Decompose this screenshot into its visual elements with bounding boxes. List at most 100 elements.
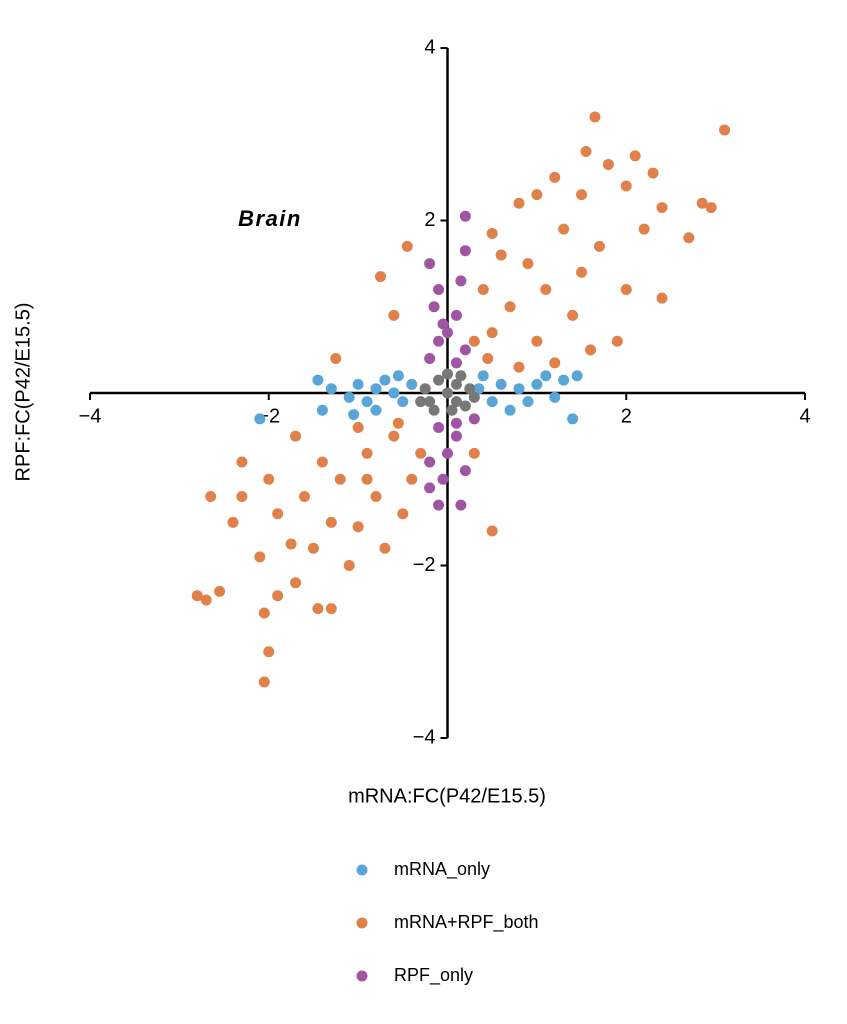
- point: [299, 491, 310, 502]
- point: [290, 430, 302, 442]
- point: [352, 521, 364, 533]
- point: [330, 353, 342, 364]
- point: [455, 499, 467, 511]
- point: [602, 158, 614, 170]
- point: [370, 383, 382, 395]
- point: [254, 413, 266, 425]
- x-axis-label: mRNA:FC(P42/E15.5): [348, 785, 546, 807]
- point: [477, 284, 489, 295]
- point: [343, 560, 355, 571]
- point: [352, 378, 364, 390]
- x-tick-label: 2: [621, 405, 632, 427]
- point: [433, 422, 445, 433]
- point: [379, 374, 391, 386]
- point: [638, 223, 650, 235]
- point: [428, 404, 440, 416]
- point: [263, 646, 275, 658]
- point: [513, 383, 525, 395]
- legend-label: mRNA_only: [394, 859, 490, 880]
- point: [312, 374, 324, 386]
- y-tick-label: −4: [413, 726, 436, 748]
- point: [388, 387, 400, 399]
- point: [388, 430, 400, 442]
- point: [585, 344, 596, 356]
- point: [620, 284, 632, 295]
- point: [406, 473, 418, 485]
- point: [593, 240, 605, 252]
- point: [361, 473, 373, 485]
- point: [325, 603, 337, 615]
- point: [227, 516, 239, 528]
- point: [656, 202, 668, 214]
- point: [442, 387, 453, 399]
- point: [290, 577, 302, 589]
- point: [459, 400, 471, 412]
- point: [325, 383, 337, 395]
- point: [468, 447, 480, 459]
- point: [214, 585, 226, 597]
- point: [629, 150, 641, 162]
- point: [567, 413, 579, 425]
- annotation: Brain: [238, 206, 302, 231]
- point: [200, 594, 212, 606]
- point: [611, 335, 623, 347]
- point: [415, 447, 427, 459]
- point: [401, 240, 413, 252]
- point: [486, 396, 498, 408]
- point: [379, 542, 391, 554]
- legend-marker: [356, 864, 368, 876]
- point: [312, 603, 324, 615]
- point: [495, 378, 507, 390]
- point: [424, 396, 436, 408]
- point: [486, 327, 498, 339]
- point: [531, 378, 543, 390]
- point: [719, 124, 731, 136]
- point: [374, 271, 386, 283]
- point: [263, 473, 275, 485]
- point: [424, 456, 436, 468]
- point: [558, 374, 570, 386]
- y-tick-label: −2: [413, 554, 436, 576]
- point: [567, 309, 579, 321]
- point: [477, 370, 489, 382]
- point: [428, 301, 440, 313]
- point: [486, 525, 498, 537]
- point: [696, 197, 708, 209]
- legend-marker: [356, 970, 368, 982]
- point: [258, 676, 270, 688]
- point: [442, 447, 453, 459]
- point: [272, 590, 284, 602]
- point: [576, 189, 588, 201]
- point: [307, 542, 319, 554]
- point: [424, 258, 436, 270]
- point: [442, 368, 453, 380]
- point: [504, 404, 516, 416]
- point: [450, 309, 462, 321]
- point: [254, 551, 266, 563]
- point: [540, 284, 552, 295]
- point: [205, 491, 217, 502]
- point: [513, 361, 525, 373]
- point: [455, 370, 467, 382]
- y-tick-label: 4: [424, 36, 435, 58]
- y-axis-label: RPF:FC(P42/E15.5): [12, 303, 34, 482]
- point: [446, 404, 458, 416]
- x-tick-label: 4: [799, 405, 810, 427]
- point: [316, 456, 328, 468]
- point: [392, 370, 404, 382]
- point: [433, 499, 445, 511]
- point: [495, 249, 507, 261]
- point: [656, 292, 668, 304]
- legend-marker: [356, 917, 368, 929]
- point: [370, 491, 382, 502]
- point: [424, 482, 436, 494]
- point: [459, 245, 471, 257]
- x-tick-label: −4: [79, 405, 102, 427]
- point: [437, 318, 449, 330]
- point: [468, 335, 480, 347]
- point: [450, 357, 462, 369]
- point: [450, 378, 462, 390]
- legend-label: RPF_only: [394, 965, 473, 986]
- point: [620, 180, 632, 192]
- point: [531, 189, 543, 201]
